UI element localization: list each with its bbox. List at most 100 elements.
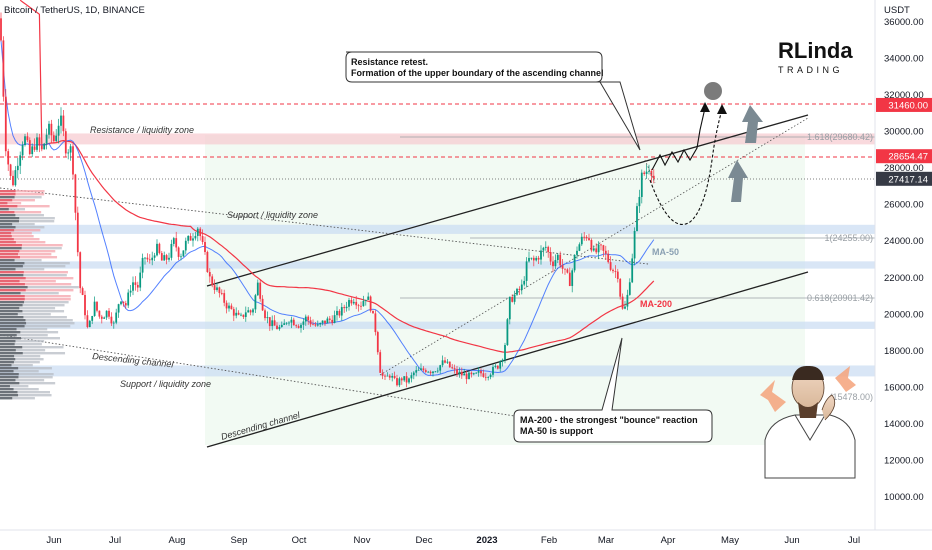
- volume-profile: [0, 190, 79, 400]
- volume-profile-bar-core: [0, 385, 10, 388]
- candle-body: [153, 255, 156, 258]
- symbol-title[interactable]: Bitcoin / TetherUS, 1D, BINANCE: [4, 5, 145, 16]
- up-arrow-large: [742, 105, 763, 143]
- candle-body: [7, 151, 10, 165]
- volume-profile-bar-core: [0, 307, 20, 310]
- volume-profile-bar: [0, 385, 29, 388]
- volume-profile-bar: [0, 247, 62, 250]
- volume-profile-bar-core: [0, 304, 23, 307]
- candle-body: [633, 230, 636, 259]
- volume-profile-bar-core: [0, 211, 15, 214]
- candle-body: [554, 260, 557, 267]
- candle-body: [432, 371, 434, 374]
- zigzag-arrowhead: [700, 102, 710, 112]
- candle-body: [619, 278, 622, 297]
- candle-body: [290, 319, 293, 323]
- candle-body: [333, 315, 336, 323]
- volume-profile-bar-core: [0, 292, 21, 295]
- candle-body: [304, 316, 307, 322]
- candle-body: [568, 272, 571, 286]
- volume-profile-bar: [0, 214, 44, 217]
- price-axis[interactable]: [875, 0, 932, 530]
- volume-profile-bar-core: [0, 388, 14, 391]
- volume-profile-bar-core: [0, 229, 15, 232]
- candle-body: [501, 359, 504, 362]
- volume-profile-bar: [0, 337, 60, 340]
- annotation-top[interactable]: Resistance retest. Formation of the uppe…: [345, 51, 641, 151]
- candle-body: [309, 320, 312, 325]
- price-tick-label: 36000.00: [884, 17, 924, 28]
- volume-profile-bar: [0, 223, 35, 226]
- candle-body: [338, 310, 341, 316]
- candle-body: [343, 307, 346, 309]
- volume-profile-bar-core: [0, 271, 24, 274]
- volume-profile-bar: [0, 307, 56, 310]
- candle-body: [360, 305, 362, 307]
- candle-body: [117, 304, 120, 313]
- volume-profile-bar-core: [0, 244, 22, 247]
- candle-body: [516, 288, 518, 295]
- volume-profile-bar: [0, 241, 46, 244]
- candle-body: [580, 236, 583, 245]
- candle-body: [645, 171, 648, 174]
- candle-body: [420, 368, 422, 370]
- volume-profile-bar-core: [0, 352, 23, 355]
- candle-body: [194, 235, 197, 239]
- candle-body: [357, 305, 360, 307]
- candle-body: [2, 40, 5, 97]
- candle-body: [225, 302, 228, 309]
- volume-profile-bar: [0, 283, 72, 286]
- volume-profile-bar: [0, 277, 74, 280]
- annotation-bottom[interactable]: MA-200 - the strongest "bounce" reaction…: [513, 337, 713, 443]
- volume-profile-bar-core: [0, 382, 20, 385]
- candle-body: [583, 236, 586, 238]
- volume-profile-bar: [0, 274, 67, 277]
- volume-profile-bar: [0, 391, 51, 394]
- thinking-person-illustration: [760, 365, 856, 479]
- time-axis[interactable]: [0, 530, 932, 550]
- volume-profile-bar-core: [0, 337, 21, 340]
- candle-body: [576, 250, 578, 255]
- candle-body: [444, 360, 446, 363]
- fib-label-0618: 0.618(20901.42): [807, 293, 873, 303]
- candle-body: [352, 301, 355, 304]
- candle-body: [314, 324, 317, 326]
- candle-body: [624, 306, 626, 309]
- price-axis-ticks: 10000.00 12000.00 14000.00 16000.00 18000.00…: [884, 17, 924, 503]
- candle-body: [156, 243, 158, 256]
- candle-body: [518, 288, 521, 290]
- candle-body: [415, 370, 418, 373]
- candle-body: [468, 372, 470, 380]
- candle-body: [578, 244, 581, 251]
- candle-body: [0, 18, 2, 41]
- volume-profile-bar: [0, 298, 71, 301]
- price-badges: 31460.00 28654.47 27417.14: [876, 97, 932, 186]
- candle-body: [134, 282, 137, 285]
- candle-body: [295, 325, 298, 327]
- volume-profile-bar-core: [0, 262, 25, 265]
- candle-body: [182, 250, 185, 257]
- ascending-channel-lower: [206, 271, 809, 448]
- candle-body: [136, 284, 139, 288]
- candle-body: [324, 320, 326, 324]
- volume-profile-bar-core: [0, 190, 16, 193]
- price-tick-label: 34000.00: [884, 54, 924, 65]
- candle-body: [453, 368, 456, 370]
- volume-profile-bar: [0, 361, 40, 364]
- price-tick-label: 30000.00: [884, 127, 924, 138]
- candle-body: [201, 236, 204, 242]
- candle-body: [573, 254, 576, 271]
- candle-body: [386, 375, 389, 377]
- volume-profile-bar: [0, 292, 59, 295]
- candle-body: [4, 96, 7, 152]
- candle-body: [240, 314, 242, 316]
- volume-profile-bar-core: [0, 343, 15, 346]
- candle-body: [484, 376, 487, 378]
- candle-body: [124, 303, 127, 306]
- candle-body: [48, 123, 50, 135]
- volume-profile-bar-core: [0, 277, 26, 280]
- volume-profile-bar: [0, 289, 74, 292]
- candle-body: [326, 318, 329, 324]
- candle-body: [604, 250, 607, 254]
